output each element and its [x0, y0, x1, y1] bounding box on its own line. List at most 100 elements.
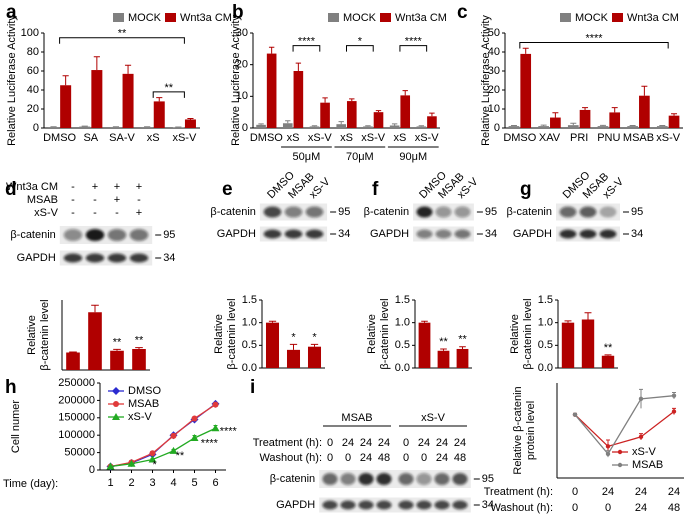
y-tick-label: 0.5 — [242, 339, 257, 351]
error-bar — [584, 312, 592, 320]
blot-background — [319, 497, 471, 513]
error-bar — [570, 122, 577, 126]
error-bar — [365, 125, 371, 127]
significance-label: **** — [201, 437, 219, 449]
x-tick-label: xS-V — [172, 132, 197, 144]
significance-label: * — [358, 36, 363, 48]
bar — [110, 350, 124, 370]
y-tick-label: 0 — [242, 122, 248, 134]
marker-label: 95 — [631, 206, 643, 218]
bar — [346, 101, 357, 128]
point — [671, 409, 677, 414]
blot-row-label: β-catenin — [364, 206, 409, 218]
x-tick-label: MSAB — [623, 132, 654, 144]
error-bar — [552, 112, 559, 118]
x-tick-label: 3 — [149, 477, 155, 489]
series-line — [574, 410, 675, 448]
y-tick-label: 20 — [236, 59, 248, 71]
blot-band — [579, 206, 597, 218]
bar — [581, 319, 595, 368]
panel-label: f — [372, 179, 379, 200]
legend-swatch — [165, 13, 176, 22]
blot-band — [107, 229, 127, 241]
bar — [266, 53, 277, 129]
bar — [416, 126, 427, 128]
marker-label: 34 — [163, 252, 175, 264]
condition-value: 0 — [345, 452, 351, 464]
panel-label: c — [457, 2, 468, 23]
x-tick-label: xS-V — [656, 132, 681, 144]
significance-label: **** — [405, 36, 423, 48]
bar — [550, 117, 561, 128]
y-axis-label: Cell numer — [10, 400, 22, 454]
condition-value: 48 — [378, 452, 390, 464]
legend-label: MOCK — [575, 12, 609, 24]
error-bar — [391, 123, 398, 126]
point — [127, 459, 136, 467]
y-tick-label: 150000 — [58, 412, 95, 424]
bar — [110, 127, 122, 128]
y-axis-label: β-catenin level — [226, 298, 238, 369]
x-tick-label: 0 — [572, 486, 578, 498]
blot-band — [284, 229, 303, 239]
error-bar — [611, 107, 618, 113]
error-bar — [91, 304, 99, 313]
bar — [309, 126, 320, 128]
legend-swatch — [612, 13, 623, 22]
x-tick-label: xS — [147, 132, 160, 144]
condition-value: 24 — [436, 452, 448, 464]
blot-band — [434, 500, 450, 510]
significance-bracket — [346, 45, 374, 52]
panel-label: i — [250, 377, 255, 398]
y-tick-label: 40 — [488, 46, 500, 58]
x-tick-label: xS — [394, 132, 407, 144]
bar — [265, 322, 280, 368]
marker-label: 34 — [338, 228, 350, 240]
point — [106, 462, 115, 470]
panel-label: h — [5, 377, 17, 398]
blot-band — [63, 253, 83, 263]
marker-label: 34 — [482, 499, 494, 511]
blot-band — [358, 500, 374, 510]
point — [638, 396, 644, 402]
blot-band — [376, 500, 392, 510]
significance-bracket — [59, 37, 185, 44]
bar — [184, 119, 196, 128]
blot-band — [599, 206, 617, 218]
x-tick-label: DMSO — [250, 132, 283, 144]
condition-value: - — [71, 194, 75, 206]
x-tick-label: XAV — [539, 132, 561, 144]
error-bar — [295, 62, 302, 71]
blot-background — [59, 250, 153, 266]
bar — [153, 101, 165, 128]
y-tick-label: 1.5 — [538, 294, 553, 306]
blot-background — [319, 470, 471, 488]
blot-band — [435, 206, 452, 218]
legend-swatch — [560, 13, 571, 22]
blot-band — [452, 500, 468, 510]
legend-label: MOCK — [343, 12, 377, 24]
condition-value: - — [115, 207, 119, 219]
bar — [567, 125, 579, 128]
y-tick-label: 40 — [27, 84, 39, 96]
error-bar — [604, 354, 612, 356]
blot-band — [340, 500, 356, 510]
blot-band — [599, 229, 617, 239]
condition-value: 24 — [418, 437, 430, 449]
error-bar — [310, 343, 319, 347]
y-tick-label: 200000 — [58, 394, 95, 406]
x-tick-label: xS — [287, 132, 300, 144]
x-row-label: Washout (h): — [490, 502, 553, 514]
bar — [172, 127, 184, 128]
error-bar — [629, 125, 636, 127]
legend-label: Wnt3a CM — [180, 12, 232, 24]
bar — [400, 95, 411, 128]
bar — [668, 115, 680, 128]
bar — [520, 53, 532, 128]
error-bar — [113, 348, 121, 351]
y-tick-label: 10 — [236, 90, 248, 102]
y-axis-label: Relative — [509, 314, 521, 354]
blot-row-label: GAPDH — [370, 228, 409, 240]
blot-band — [435, 229, 452, 239]
